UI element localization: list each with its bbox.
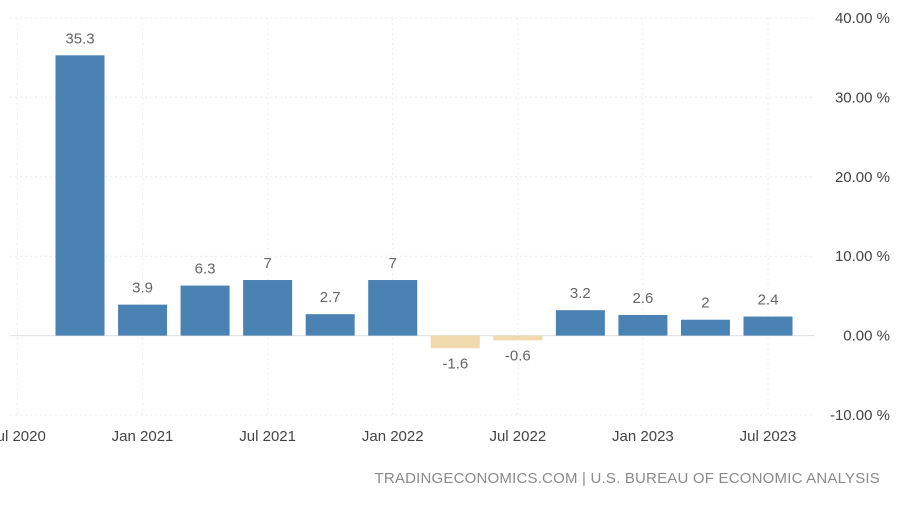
bar[interactable]: [368, 280, 418, 336]
x-tick-label: Jul 2023: [740, 428, 797, 445]
source-attribution: TRADINGECONOMICS.COM | U.S. BUREAU OF EC…: [374, 470, 880, 487]
x-tick-label: Jan 2022: [362, 428, 424, 445]
data-label: 3.2: [570, 285, 591, 302]
data-label: 2.7: [320, 289, 341, 306]
bar[interactable]: [55, 55, 105, 336]
data-label: 7: [263, 255, 271, 272]
data-label: 35.3: [65, 30, 94, 47]
x-tick-label: Jul 2022: [489, 428, 546, 445]
y-tick-label: -10.00 %: [830, 407, 890, 424]
data-label: 7: [389, 255, 397, 272]
bar[interactable]: [305, 314, 355, 336]
data-label: -1.6: [442, 355, 468, 372]
bar[interactable]: [118, 304, 168, 336]
x-tick-label: Jul 2021: [239, 428, 296, 445]
bar[interactable]: [430, 335, 480, 349]
bar[interactable]: [618, 314, 668, 336]
bar[interactable]: [180, 285, 230, 336]
y-tick-label: 20.00 %: [835, 169, 890, 186]
grid-layer: [10, 17, 815, 416]
bar[interactable]: [680, 319, 730, 336]
data-label: 2.4: [758, 292, 779, 309]
data-label: -0.6: [505, 347, 531, 364]
y-tick-label: 0.00 %: [843, 328, 890, 345]
bar[interactable]: [243, 280, 293, 336]
data-labels-layer: 35.3 3.9 6.3 7 2.7 7 -1.6 -0.6 3.2 2.6 2 2.4: [65, 30, 778, 372]
y-tick-label: 10.00 %: [835, 248, 890, 265]
data-label: 2: [701, 295, 709, 312]
y-axis: 40.00 % 30.00 % 20.00 % 10.00 % 0.00 % -10.00…: [830, 10, 890, 424]
bar[interactable]: [493, 335, 543, 341]
bar[interactable]: [555, 310, 605, 336]
y-tick-label: 40.00 %: [835, 10, 890, 27]
data-label: 2.6: [632, 290, 653, 307]
y-tick-label: 30.00 %: [835, 89, 890, 106]
bars-layer: [55, 55, 793, 349]
x-axis: Jul 2020 Jan 2021 Jul 2021 Jan 2022 Jul 2022…: [0, 428, 796, 445]
x-tick-label: Jan 2021: [112, 428, 174, 445]
x-tick-label: Jan 2023: [612, 428, 674, 445]
bar[interactable]: [743, 316, 793, 336]
x-tick-label: Jul 2020: [0, 428, 46, 445]
data-label: 3.9: [132, 280, 153, 297]
data-label: 6.3: [195, 261, 216, 278]
